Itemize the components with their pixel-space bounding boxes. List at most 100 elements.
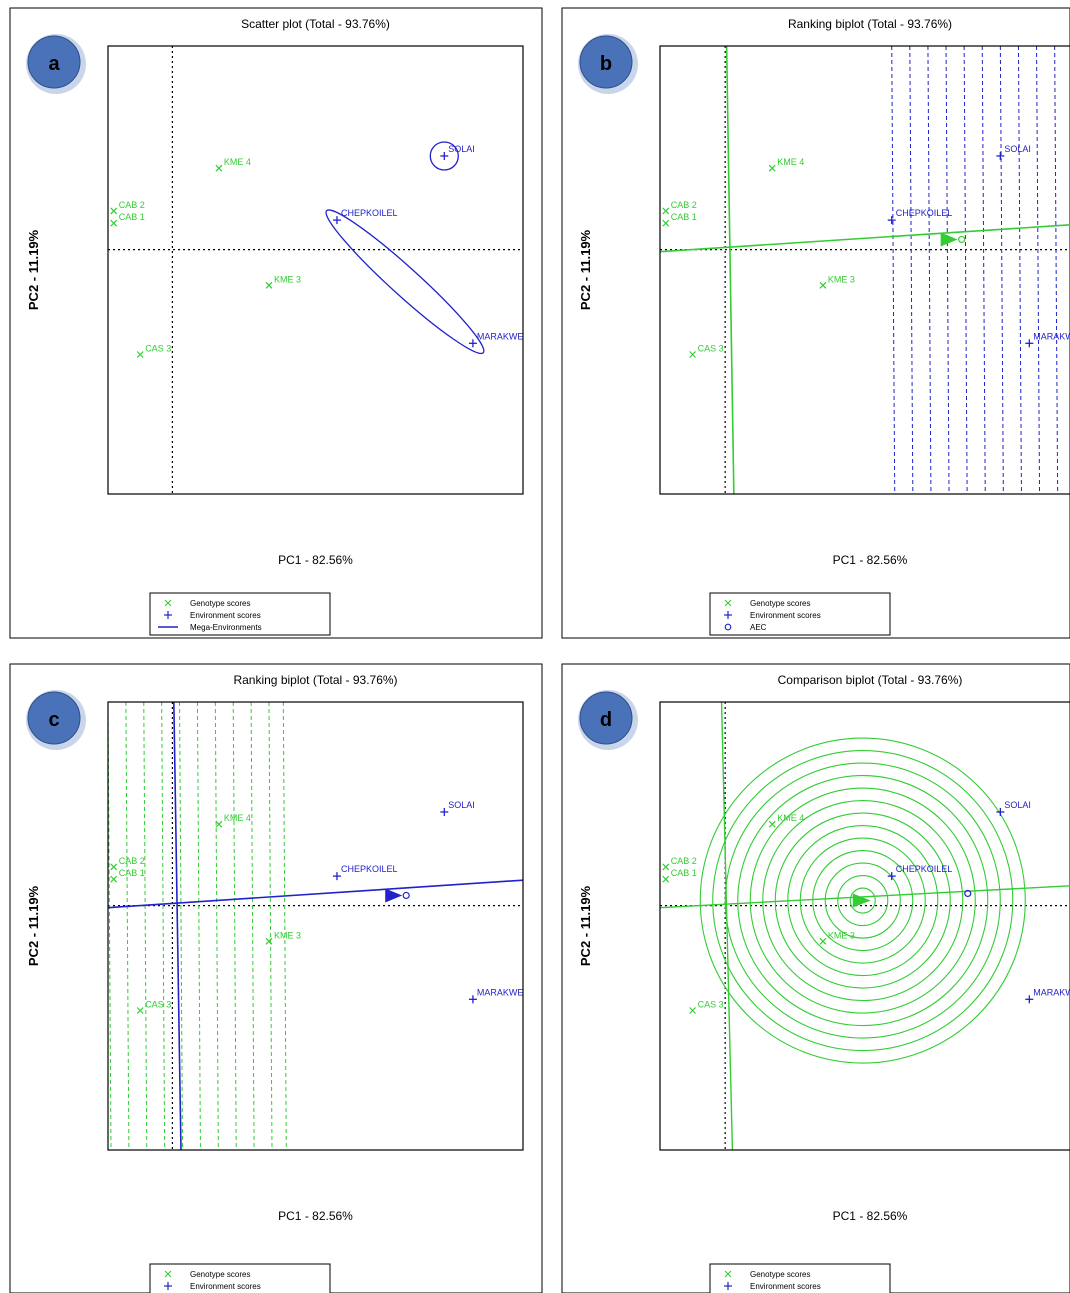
concentric-circle bbox=[749, 787, 976, 1014]
aec-arrow bbox=[940, 232, 958, 247]
panel-d: Comparison biplot (Total - 93.76%) PC1 - … bbox=[561, 663, 1070, 1293]
panel-letter: c bbox=[48, 709, 59, 731]
panel-badge: a bbox=[26, 34, 86, 94]
environment-label: CHEPKOILEL bbox=[341, 208, 398, 218]
genotype-point bbox=[110, 219, 118, 227]
ranking-line bbox=[1036, 46, 1041, 494]
genotype-label: CAB 2 bbox=[119, 200, 145, 210]
legend-label: AEC bbox=[750, 623, 767, 632]
genotype-point bbox=[265, 281, 273, 289]
panel-letter: a bbox=[48, 53, 60, 75]
plot-border bbox=[659, 45, 1070, 495]
environment-label: CHEPKOILEL bbox=[896, 864, 953, 874]
legend-symbol-environment bbox=[724, 1282, 732, 1290]
genotype-point bbox=[265, 937, 273, 945]
y-axis-label: PC2 - 11.19% bbox=[26, 229, 41, 310]
environment-point bbox=[996, 151, 1005, 160]
environment-point bbox=[440, 151, 449, 160]
aec-point-marker bbox=[964, 889, 972, 898]
aec-abscissa bbox=[660, 885, 1070, 909]
legend-symbol-genotype bbox=[164, 1270, 172, 1278]
x-axis-label: PC1 - 82.56% bbox=[278, 553, 353, 567]
genotype-point bbox=[662, 863, 670, 871]
environment-point bbox=[332, 872, 341, 881]
legend-label: Environment scores bbox=[750, 1282, 821, 1291]
genotype-point bbox=[689, 351, 697, 358]
mega-environment-circle bbox=[429, 141, 459, 171]
chart-title: Comparison biplot (Total - 93.76%) bbox=[778, 673, 963, 687]
ranking-line bbox=[963, 46, 968, 494]
genotype-label: CAB 2 bbox=[119, 856, 145, 866]
ranking-line bbox=[1054, 46, 1059, 494]
legend-box bbox=[149, 1263, 331, 1293]
plot-area: CAB 2 CAB 1 KME 4 KME 3 CAS 3 SOLAI CHEPKOILEL… bbox=[660, 46, 1070, 494]
ranking-line bbox=[945, 46, 950, 494]
genotype-label: KME 3 bbox=[828, 274, 855, 284]
environment-label: MARAKWET bbox=[477, 331, 530, 341]
concentric-circle bbox=[724, 762, 1001, 1039]
genotype-label: CAB 1 bbox=[119, 868, 145, 878]
panel-frame bbox=[561, 7, 1070, 639]
x-axis-label: PC1 - 82.56% bbox=[278, 1209, 353, 1223]
genotype-label: CAB 1 bbox=[119, 212, 145, 222]
genotype-label: KME 3 bbox=[274, 930, 301, 940]
legend: Genotype scores Environment scores Mega-En… bbox=[149, 592, 331, 636]
genotype-label: KME 4 bbox=[777, 157, 804, 167]
ranking-line bbox=[143, 702, 148, 1150]
genotype-point bbox=[136, 351, 144, 358]
environment-point bbox=[996, 807, 1005, 816]
ranking-line bbox=[214, 702, 219, 1150]
panel-a: Scatter plot (Total - 93.76%) PC1 - 82.56… bbox=[9, 7, 543, 639]
genotype-point bbox=[110, 863, 118, 871]
ranking-line bbox=[179, 702, 184, 1150]
genotype-point bbox=[662, 875, 670, 883]
ranking-line bbox=[232, 702, 237, 1150]
environment-point bbox=[332, 216, 341, 225]
environment-point bbox=[468, 995, 477, 1004]
legend-box bbox=[149, 592, 331, 636]
genotype-point bbox=[768, 164, 776, 172]
x-axis-label: PC1 - 82.56% bbox=[833, 553, 908, 567]
genotype-label: CAB 1 bbox=[671, 868, 697, 878]
legend-symbol-environment bbox=[164, 611, 172, 619]
environment-point bbox=[887, 872, 896, 881]
chart-title: Ranking biplot (Total - 93.76%) bbox=[233, 673, 397, 687]
ranking-line bbox=[268, 702, 273, 1150]
chart-title: Scatter plot (Total - 93.76%) bbox=[241, 17, 390, 31]
ranking-line bbox=[108, 702, 112, 1150]
y-axis-label: PC2 - 11.19% bbox=[578, 229, 593, 310]
panel-badge: b bbox=[578, 34, 638, 94]
y-axis-label: PC2 - 11.19% bbox=[26, 885, 41, 966]
genotype-label: CAS 3 bbox=[145, 344, 171, 354]
ranking-line bbox=[909, 46, 914, 494]
concentric-circle bbox=[849, 887, 876, 914]
ranking-line bbox=[927, 46, 932, 494]
panel-frame bbox=[9, 7, 543, 639]
genotype-label: CAS 3 bbox=[698, 1000, 724, 1010]
legend-label: Mega-Environments bbox=[190, 623, 262, 632]
genotype-point bbox=[215, 164, 223, 172]
plot-border bbox=[107, 45, 524, 495]
legend-label: Genotype scores bbox=[750, 599, 810, 608]
panel-c: Ranking biplot (Total - 93.76%) PC1 - 82.… bbox=[9, 663, 543, 1293]
genotype-point bbox=[768, 820, 776, 828]
genotype-point bbox=[215, 820, 223, 828]
legend-label: Genotype scores bbox=[190, 599, 250, 608]
ranking-line bbox=[999, 46, 1004, 494]
ranking-line bbox=[161, 702, 166, 1150]
plot-border bbox=[107, 701, 524, 1151]
panel-b: Ranking biplot (Total - 93.76%) PC1 - 82.… bbox=[561, 7, 1070, 639]
y-axis-label: PC2 - 11.19% bbox=[578, 885, 593, 966]
plot-area: CAB 2 CAB 1 KME 4 KME 3 CAS 3 SOLAI CHEPKOILEL… bbox=[108, 702, 523, 1150]
environment-point bbox=[468, 339, 477, 348]
genotype-point bbox=[819, 937, 827, 945]
environment-label: CHEPKOILEL bbox=[341, 864, 398, 874]
legend-label: Environment scores bbox=[190, 1282, 261, 1291]
concentric-circle bbox=[837, 874, 889, 927]
x-axis-label: PC1 - 82.56% bbox=[833, 1209, 908, 1223]
concentric-circle bbox=[774, 812, 951, 989]
genotype-label: KME 3 bbox=[828, 930, 855, 940]
